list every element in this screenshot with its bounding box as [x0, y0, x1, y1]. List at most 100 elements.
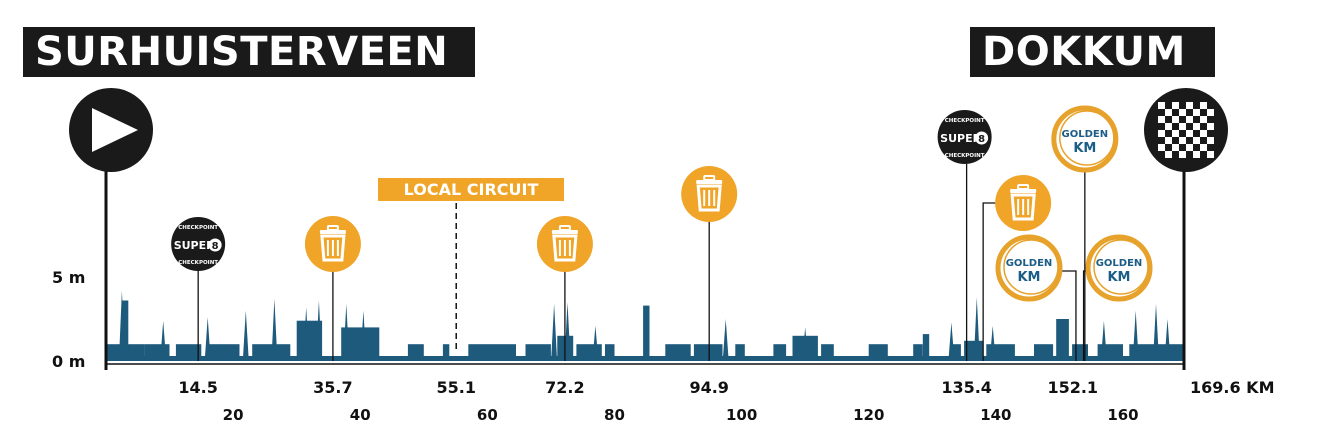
bin-handle	[1017, 184, 1030, 190]
x-tick-major-label: 35.7	[313, 378, 352, 397]
checker-square	[1179, 137, 1186, 144]
checker-square	[1165, 137, 1172, 144]
profile-segment	[693, 344, 723, 361]
checker-square	[1207, 109, 1214, 116]
feed-zone-icon	[681, 166, 738, 361]
checker-square	[1193, 123, 1200, 130]
checker-square	[1193, 109, 1200, 116]
profile-spike	[592, 325, 599, 361]
profile-segment	[773, 344, 787, 361]
bin-lid	[1010, 189, 1037, 193]
profile-segment	[252, 344, 291, 361]
profile-segment	[665, 344, 691, 361]
profile-spike	[242, 310, 249, 361]
checker-square	[1179, 123, 1186, 130]
checker-square	[1200, 130, 1207, 137]
x-tick-minor-label: 60	[477, 406, 498, 424]
bin-lid	[551, 230, 578, 234]
bin-body	[320, 234, 346, 262]
bin-handle	[558, 225, 571, 231]
x-tick-major-label: 14.5	[178, 378, 217, 397]
profile-segment	[913, 344, 923, 361]
golden-ring-inner	[1003, 239, 1059, 295]
checkpoint-top-label: CHECKPOINT	[945, 118, 985, 124]
profile-spike	[1132, 310, 1139, 361]
golden-line2: KM	[1017, 270, 1040, 285]
profile-spike	[973, 297, 980, 361]
checkpoint-number-badge	[208, 238, 222, 252]
checker-square	[1207, 151, 1214, 158]
profile-spike	[1100, 320, 1107, 361]
profile-spike	[118, 290, 125, 361]
checker-square	[1172, 130, 1179, 137]
checker-square	[1172, 144, 1179, 151]
checker-square	[1186, 116, 1193, 123]
checker-square	[1186, 130, 1193, 137]
profile-spike	[271, 298, 278, 361]
profile-spike	[204, 317, 211, 361]
checker-square	[1172, 102, 1179, 109]
golden-line1: GOLDEN	[1096, 258, 1143, 269]
x-tick-minor-label: 80	[604, 406, 625, 424]
checkpoint-circle	[937, 110, 992, 164]
checker-square	[1186, 102, 1193, 109]
profile-spike	[360, 310, 367, 361]
finish-city-banner: DOKKUM	[970, 27, 1215, 77]
checker-square	[1165, 123, 1172, 130]
profile-segment	[821, 344, 834, 361]
x-tick-major-label: 94.9	[689, 378, 728, 397]
feed-zone-icon	[304, 216, 361, 361]
checker-square	[1165, 109, 1172, 116]
bin-body	[696, 184, 722, 212]
golden-line1: GOLDEN	[1062, 129, 1109, 140]
golden-line2: KM	[1107, 270, 1130, 285]
profile-spike	[551, 303, 558, 361]
profile-segment	[605, 344, 615, 361]
checker-square	[1207, 137, 1214, 144]
checkpoint-number: 8	[978, 134, 985, 145]
bin-body	[1010, 193, 1036, 221]
profile-segment	[442, 344, 450, 361]
checker-square	[1158, 130, 1165, 137]
checkpoint-super-label: SUPER	[174, 239, 215, 252]
profile-segment	[868, 344, 888, 361]
bin-lid	[696, 180, 723, 184]
x-tick-minor-label: 140	[980, 406, 1011, 424]
x-tick-major-label: 169.6 KM	[1190, 378, 1275, 397]
x-tick-minor-label: 160	[1107, 406, 1138, 424]
x-tick-minor-label: 120	[853, 406, 884, 424]
bin-lid	[319, 230, 346, 234]
bin-handle	[326, 225, 339, 231]
checker-square	[1172, 116, 1179, 123]
play-triangle	[92, 108, 138, 152]
profile-spike	[1164, 319, 1171, 361]
x-tick-minor-label: 20	[223, 406, 244, 424]
profile-spike	[564, 302, 571, 361]
profile-segment	[121, 300, 129, 361]
checker-square	[1158, 102, 1165, 109]
profile-segment	[1056, 319, 1069, 361]
checker-square	[1193, 151, 1200, 158]
checker-square	[1200, 144, 1207, 151]
checkpoint-top-label: CHECKPOINT	[178, 225, 218, 231]
profile-segment	[951, 344, 961, 361]
checker-square	[1200, 116, 1207, 123]
profile-segment	[1034, 344, 1054, 361]
checker-square	[1186, 144, 1193, 151]
profile-spike	[948, 322, 955, 361]
x-tick-major-label: 55.1	[436, 378, 475, 397]
profile-segment	[175, 344, 202, 361]
profile-spike	[315, 300, 322, 361]
checkpoint-circle	[171, 217, 226, 271]
golden-ring-inner	[1059, 110, 1115, 166]
profile-spike	[989, 325, 996, 361]
checker-square	[1179, 109, 1186, 116]
y-tick-label: 5 m	[52, 268, 85, 287]
profile-spike	[160, 320, 167, 361]
checker-square	[1179, 151, 1186, 158]
golden-ring	[1085, 234, 1153, 302]
